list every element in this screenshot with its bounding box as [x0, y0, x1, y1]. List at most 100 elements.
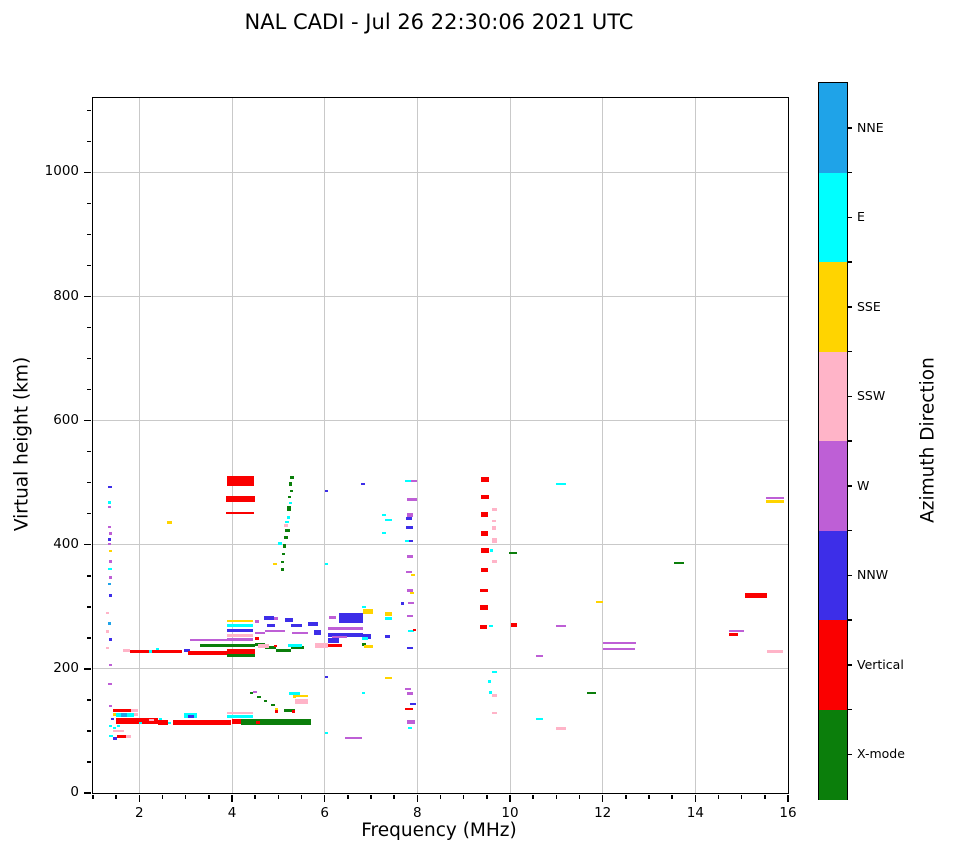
data-point: [117, 724, 120, 728]
data-point: [361, 636, 368, 641]
y-tick-label: 1000: [44, 163, 79, 180]
data-point: [112, 729, 125, 733]
colorbar-center-tick: [847, 485, 852, 487]
data-point: [405, 517, 412, 520]
data-point: [107, 525, 112, 529]
x-major-tick: [231, 795, 233, 802]
data-point: [384, 635, 390, 638]
data-point: [107, 538, 112, 542]
y-major-tick: [84, 295, 91, 298]
y-minor-tick: [87, 357, 91, 360]
y-major-tick: [84, 792, 91, 794]
x-tick-label: 10: [501, 805, 519, 821]
data-point: [276, 649, 292, 653]
data-point: [108, 682, 112, 685]
data-point: [282, 552, 286, 556]
data-point: [405, 570, 412, 574]
x-major-tick: [509, 795, 511, 802]
data-point: [184, 720, 231, 726]
data-point: [286, 506, 292, 512]
x-minor-tick: [184, 795, 187, 799]
x-minor-tick: [486, 795, 488, 799]
x-major-tick: [694, 795, 697, 802]
data-point: [345, 736, 363, 739]
data-point: [138, 721, 143, 725]
data-point: [227, 634, 253, 637]
data-point: [109, 704, 113, 708]
data-point: [361, 634, 371, 639]
x-minor-tick: [347, 795, 349, 799]
data-point: [109, 549, 113, 553]
x-minor-tick: [300, 795, 303, 799]
data-point: [384, 518, 392, 522]
data-point: [227, 629, 253, 632]
data-point: [285, 618, 294, 622]
colorbar-category-label: W: [857, 477, 870, 493]
data-point: [265, 629, 286, 633]
data-point: [225, 511, 254, 514]
data-point: [241, 719, 311, 726]
data-point: [107, 567, 112, 571]
y-major-tick: [84, 171, 91, 174]
data-point: [409, 591, 414, 595]
y-minor-tick: [87, 575, 91, 577]
x-minor-tick: [462, 795, 465, 799]
data-point: [283, 536, 288, 539]
gridline-vertical: [416, 98, 418, 793]
data-point: [596, 600, 603, 604]
chart-title: NAL CADI - Jul 26 22:30:06 2021 UTC: [244, 10, 634, 34]
data-point: [410, 573, 415, 577]
data-point: [227, 624, 253, 627]
data-point: [492, 711, 498, 715]
x-minor-tick: [740, 795, 743, 799]
data-point: [363, 609, 374, 615]
colorbar-center-tick: [847, 306, 852, 308]
data-point: [227, 653, 256, 657]
data-point: [409, 703, 416, 706]
x-tick-label: 6: [320, 805, 329, 821]
y-tick-label: 200: [53, 659, 79, 676]
x-major-tick: [323, 795, 326, 802]
data-point: [480, 547, 489, 553]
colorbar-boundary-tick: [847, 261, 852, 263]
data-point: [288, 501, 293, 505]
x-major-tick: [138, 795, 141, 802]
x-tick-label: 2: [135, 805, 144, 821]
x-minor-tick: [717, 795, 720, 799]
gridline-vertical: [694, 98, 696, 793]
data-point: [109, 560, 113, 563]
data-point: [406, 692, 413, 695]
gridline-vertical: [231, 98, 233, 793]
colorbar-segment-nnw: [819, 530, 847, 621]
data-point: [328, 627, 363, 630]
data-point: [227, 475, 254, 486]
data-point: [308, 622, 319, 627]
data-point: [273, 617, 279, 620]
data-point: [405, 526, 413, 529]
data-point: [109, 663, 113, 667]
data-point: [728, 630, 745, 633]
data-point: [123, 649, 131, 652]
colorbar-segment-e: [819, 172, 847, 263]
data-point: [408, 601, 414, 605]
data-point: [109, 576, 113, 579]
y-major-tick: [84, 668, 91, 670]
colorbar-center-tick: [847, 574, 852, 576]
colorbar-boundary-tick: [847, 529, 852, 532]
data-point: [188, 650, 228, 655]
gridline-horizontal: [93, 171, 788, 173]
plot-area: 2 4 6 8 10 12 14 16 0 200 400 600 800 1000: [45, 97, 797, 821]
data-point: [107, 505, 112, 509]
data-point: [382, 513, 386, 517]
data-point: [253, 690, 257, 694]
data-point: [384, 612, 392, 617]
y-minor-tick: [87, 140, 91, 143]
data-point: [257, 695, 261, 699]
data-point: [282, 544, 287, 548]
data-point: [190, 638, 229, 641]
data-point: [492, 559, 498, 564]
data-point: [168, 721, 171, 725]
data-point: [131, 708, 138, 713]
y-minor-tick: [87, 202, 91, 205]
